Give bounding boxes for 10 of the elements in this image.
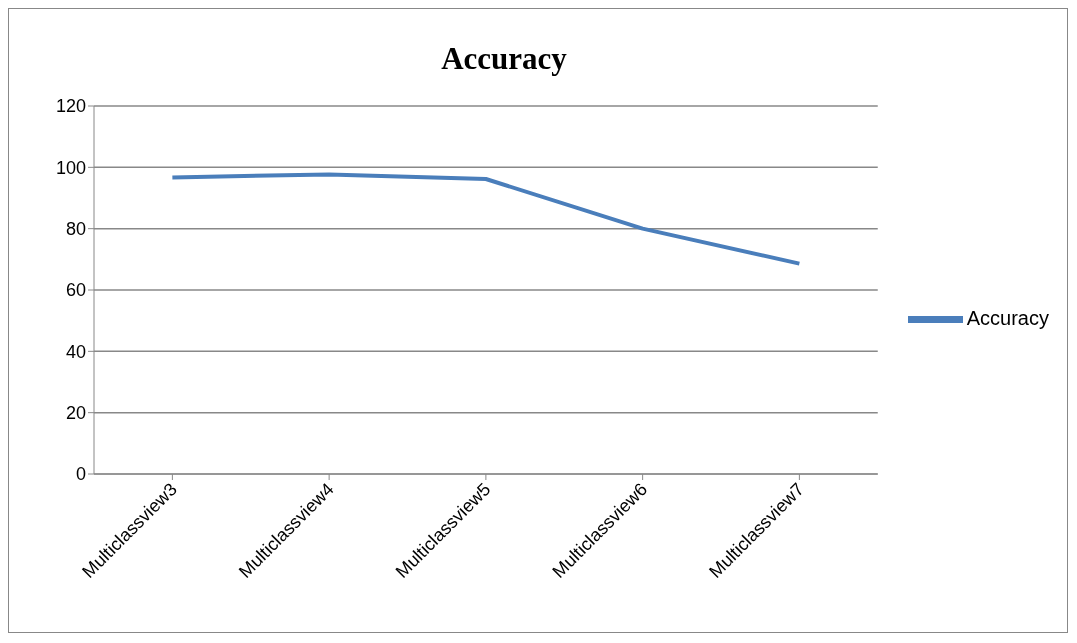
legend-label: Accuracy [966, 306, 1049, 329]
line-series [170, 172, 802, 266]
y-tick-label: 0 [75, 464, 86, 485]
y-tick-label: 20 [65, 403, 86, 424]
y-tick-label: 120 [55, 96, 86, 117]
y-tick-label: 40 [65, 341, 86, 362]
y-tick-label: 80 [65, 219, 86, 240]
chart-title: Accuracy [440, 41, 568, 77]
y-tick-label: 100 [55, 157, 86, 178]
y-tick-label: 60 [65, 280, 86, 301]
